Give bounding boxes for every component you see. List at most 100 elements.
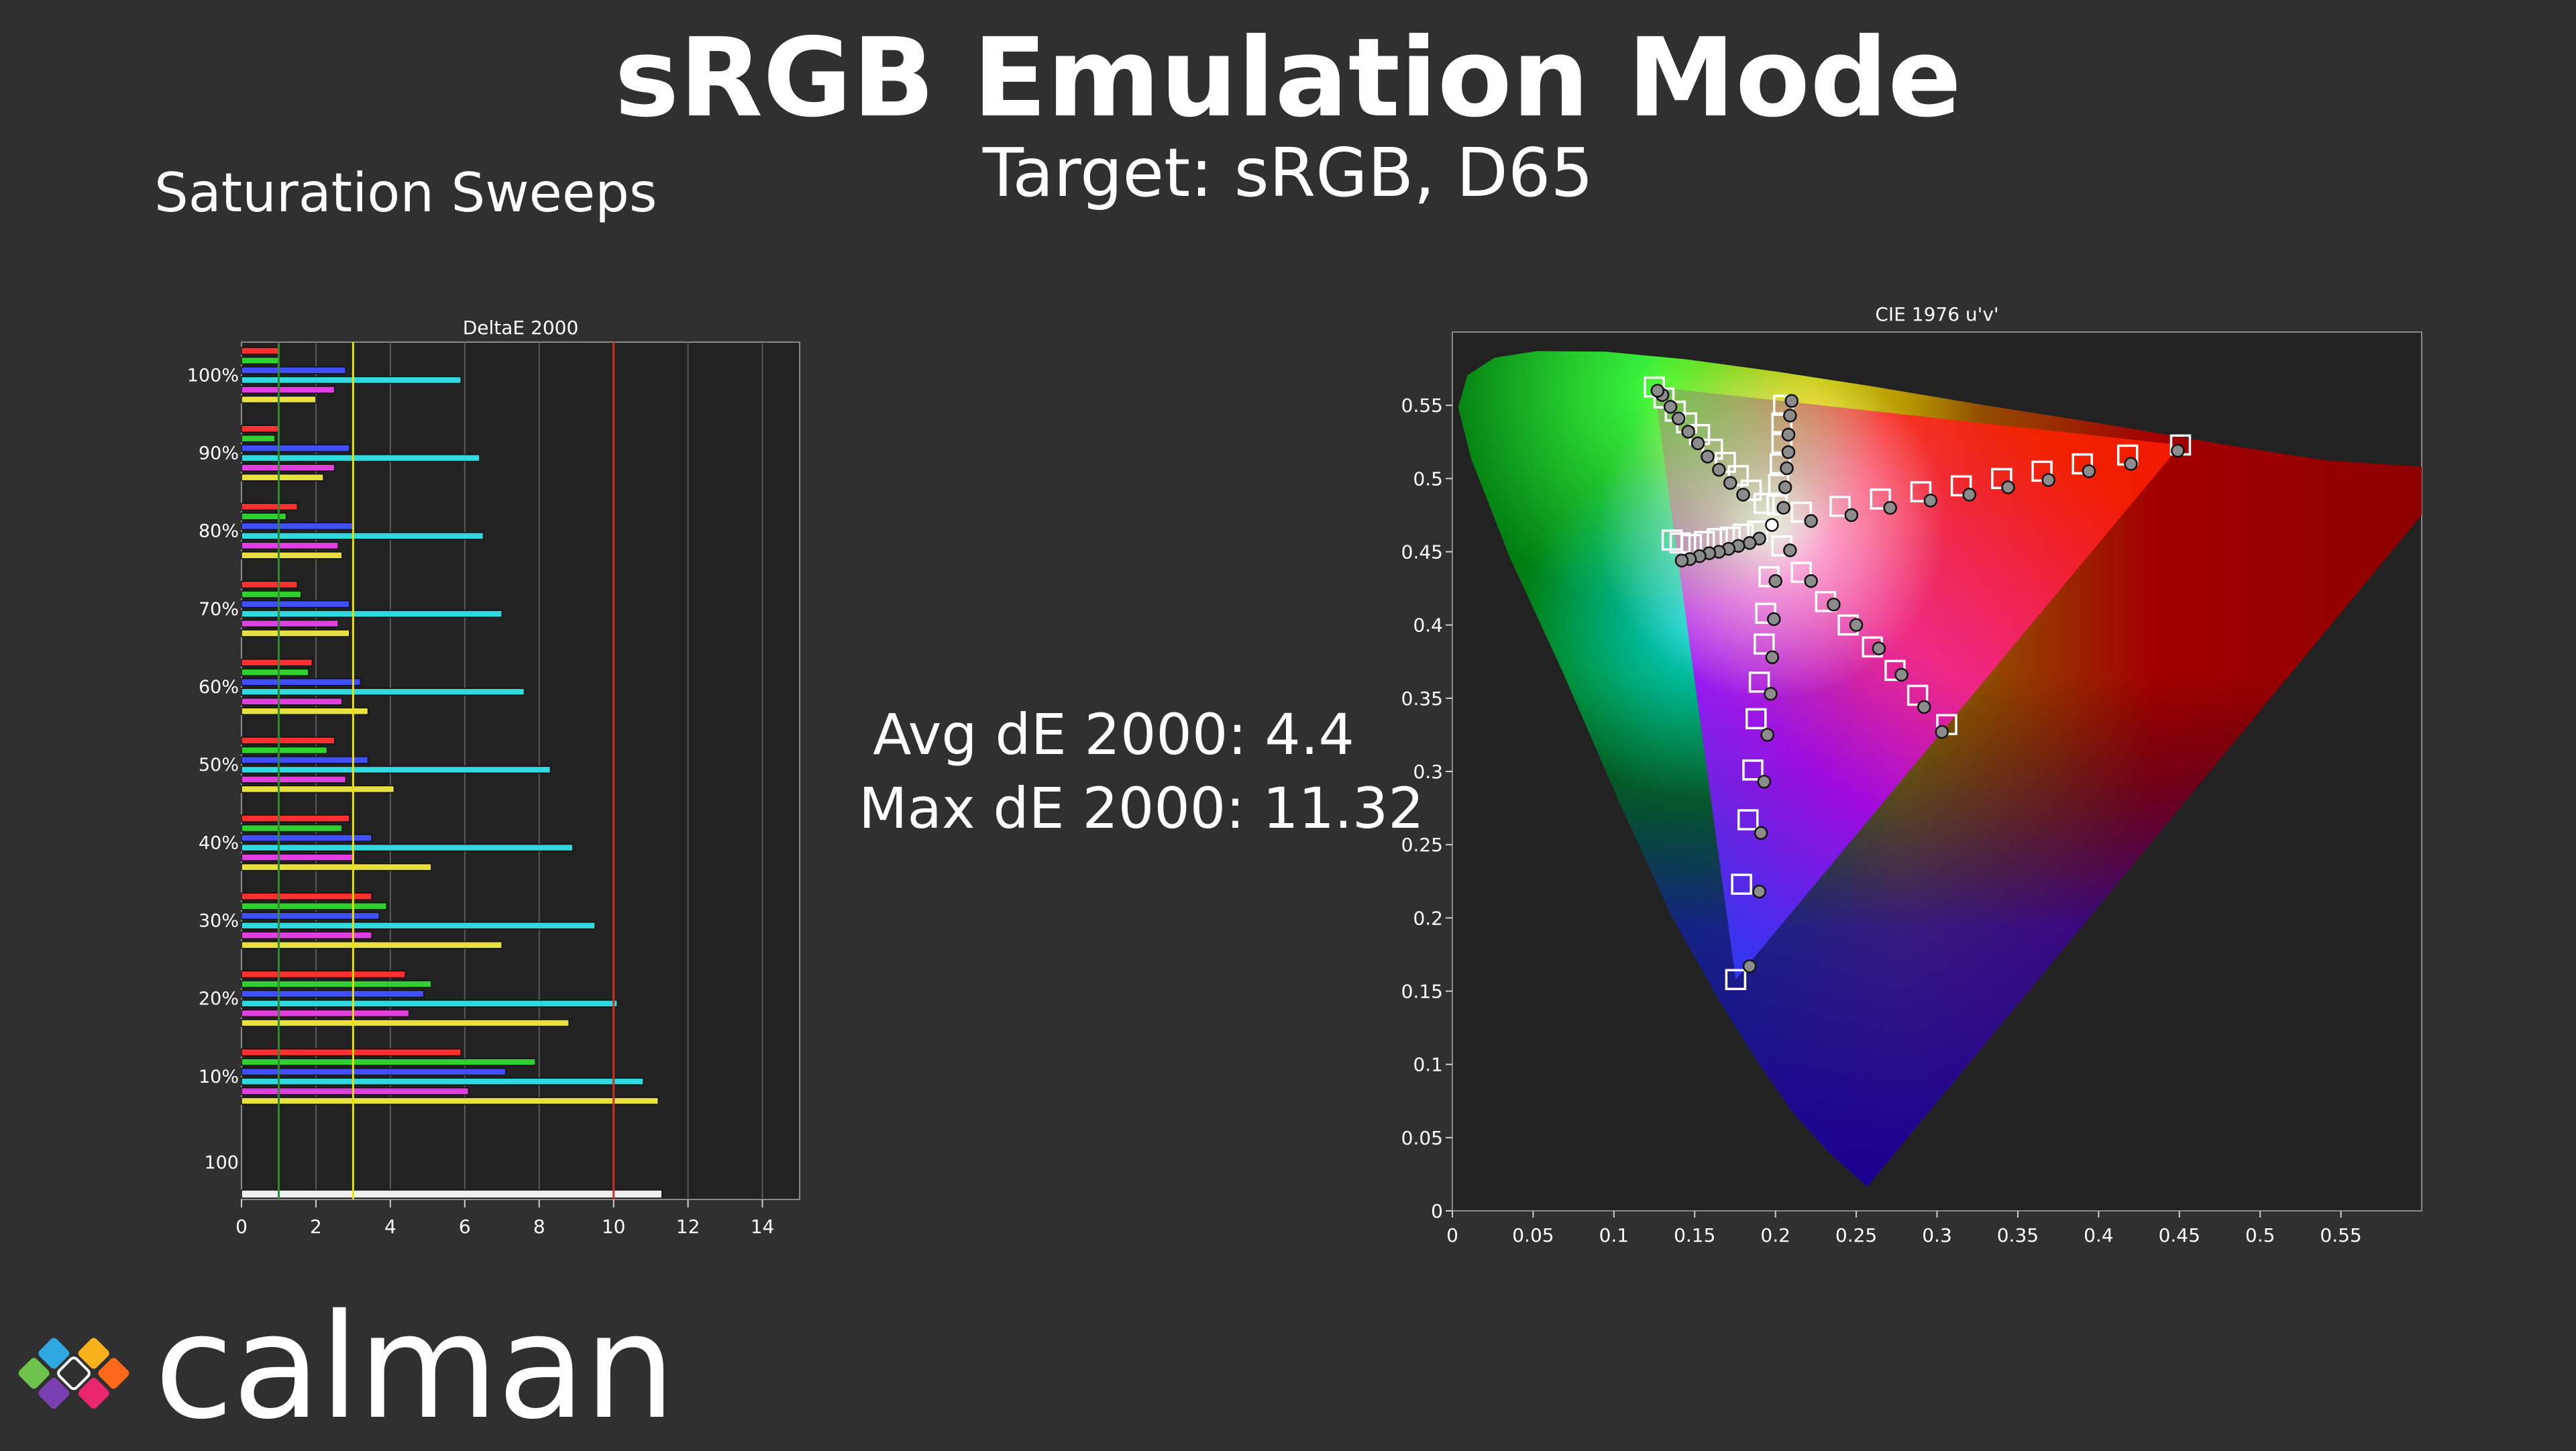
deltae-bar [241, 658, 313, 667]
cie-y-tick-label: 0.3 [1413, 761, 1443, 783]
deltae-bar [241, 356, 280, 365]
deltae-bar [241, 989, 425, 998]
target-marker [1742, 759, 1764, 781]
max-de-label: Max dE 2000: 11.32 [859, 775, 1424, 841]
cie-x-tick-label: 0 [1446, 1224, 1458, 1246]
target-marker [1754, 633, 1775, 655]
deltae-bar [241, 1087, 470, 1095]
deltae-bar [241, 697, 343, 706]
deltae-bar [241, 863, 432, 871]
deltae-bar [241, 853, 354, 861]
measured-marker [1935, 724, 1949, 739]
measured-marker [1742, 959, 1757, 973]
deltae-bar [241, 765, 551, 774]
measured-marker [1872, 641, 1886, 655]
deltae-y-tick-label: 70% [199, 599, 239, 620]
deltae-y-tick-label: 90% [199, 443, 239, 464]
measured-marker [1780, 461, 1794, 476]
cie-x-tick-label: 0.1 [1599, 1224, 1629, 1246]
cie-x-tick-label: 0.4 [2084, 1224, 2114, 1246]
deltae-bar [241, 347, 280, 355]
deltae-bar [241, 1077, 644, 1085]
measured-marker [1650, 384, 1665, 398]
measured-marker [1723, 476, 1737, 490]
cie-x-tick-label: 0.15 [1674, 1224, 1715, 1246]
deltae-bar [241, 1048, 462, 1057]
cie-y-tick-label: 0.45 [1401, 541, 1443, 563]
deltae-bar [241, 843, 574, 852]
cie-y-tick-label: 0.25 [1401, 834, 1443, 856]
measured-marker [1784, 394, 1799, 408]
stats-panel: Avg dE 2000: 4.4 Max dE 2000: 11.32 [859, 698, 1424, 845]
white-point-marker [1765, 518, 1779, 532]
deltae-bar [241, 785, 395, 794]
deltae-bar [241, 464, 335, 472]
measured-marker [1674, 553, 1689, 568]
measured-marker [2001, 480, 2015, 494]
deltae-bar [241, 532, 484, 540]
calman-logo-icon [18, 1338, 129, 1409]
cie-chromaticity-chart: CIE 1976 u'v' 0 0.05 0.1 0.15 0.2 0.25 0.3 0.35 0… [1401, 303, 2422, 1246]
avg-de-label: Avg dE 2000: 4.4 [873, 702, 1354, 767]
deltae-x-tick-label: 10 [602, 1216, 626, 1238]
measured-marker [1781, 427, 1796, 442]
measured-marker [1923, 493, 1938, 508]
measured-marker [2041, 473, 2055, 487]
cie-y-tick-label: 0.2 [1413, 907, 1443, 929]
deltae-x-tick-label: 14 [751, 1216, 775, 1238]
deltae-bar [241, 970, 406, 979]
deltae-bar [241, 629, 350, 637]
cie-x-tick-label: 0.5 [2245, 1224, 2275, 1246]
measured-marker [1752, 884, 1766, 899]
deltae-bar [241, 1067, 506, 1076]
cie-x-tick-label: 0.2 [1760, 1224, 1790, 1246]
measured-marker [1804, 514, 1818, 528]
measured-marker [1690, 436, 1705, 451]
deltae-bar [241, 580, 298, 589]
deltae-bar [241, 453, 480, 462]
measured-marker [1701, 449, 1715, 464]
deltae-bar [241, 824, 343, 832]
measured-marker [1757, 775, 1772, 789]
deltae-bar [241, 434, 276, 443]
measured-marker [1754, 826, 1768, 840]
deltae-bar [241, 980, 432, 988]
deltae-x-tick-label: 6 [459, 1216, 471, 1238]
cie-y-tick-label: 0.15 [1401, 981, 1443, 1003]
measured-marker [1712, 462, 1726, 477]
cie-markers [1644, 376, 2192, 991]
measured-marker [1804, 574, 1818, 588]
deltae-bar [241, 912, 380, 920]
measured-marker [2082, 464, 2096, 478]
cie-y-tick-label: 0.55 [1401, 394, 1443, 417]
deltae-bar [241, 941, 503, 949]
deltae-x-tick-label: 12 [676, 1216, 700, 1238]
target-marker [1661, 529, 1683, 551]
target-marker [1746, 708, 1767, 730]
deltae-bar [241, 366, 347, 374]
deltae-y-tick-label: 20% [199, 989, 239, 1010]
deltae-bar [241, 502, 298, 511]
deltae-y-tick-label: 10% [199, 1067, 239, 1087]
deltae-bar [241, 1058, 536, 1066]
cie-x-tick-label: 0.25 [1835, 1224, 1877, 1246]
measured-marker [1883, 500, 1897, 515]
deltae-bar [241, 707, 369, 715]
cie-x-tick-label: 0.05 [1512, 1224, 1554, 1246]
deltae-y-tick-label: 30% [199, 911, 239, 932]
deltae-bar [241, 737, 335, 745]
cie-x-tick-label: 0.45 [2159, 1224, 2200, 1246]
deltae-bar [241, 444, 350, 452]
target-marker [1790, 561, 1812, 583]
cie-y-tick-label: 0.35 [1401, 688, 1443, 710]
target-marker [1725, 969, 1747, 991]
deltae-bar [241, 834, 372, 842]
srgb-gamut-green-glow [1654, 386, 2181, 980]
deltae-bar [241, 678, 362, 686]
measured-marker [1671, 411, 1686, 426]
deltae-bar [241, 746, 328, 755]
target-marker [1754, 492, 1775, 515]
deltae-bar [241, 1000, 618, 1008]
deltae-x-tick-label: 8 [533, 1216, 545, 1238]
deltae-bar [241, 814, 350, 822]
